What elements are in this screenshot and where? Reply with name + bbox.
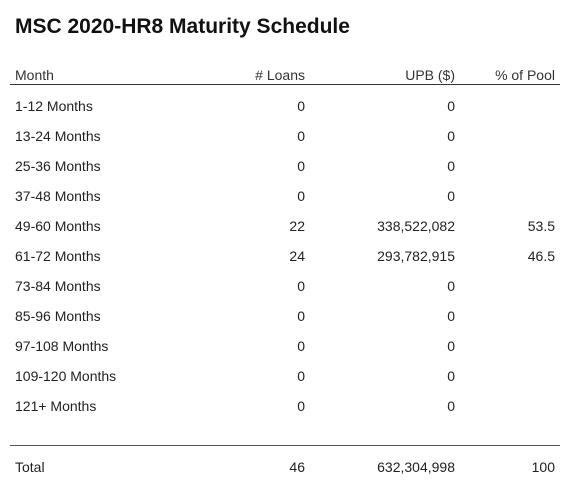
table-row: 121+ Months 0 0 <box>15 395 560 417</box>
row-loans: 0 <box>297 398 305 414</box>
column-header-upb: UPB ($) <box>405 67 455 83</box>
row-loans: 0 <box>297 98 305 114</box>
column-header-month: Month <box>15 67 54 83</box>
total-divider <box>10 445 560 446</box>
row-loans: 0 <box>297 278 305 294</box>
row-upb: 338,522,082 <box>377 218 455 234</box>
row-month: 109-120 Months <box>15 368 117 384</box>
table-row: 25-36 Months 0 0 <box>15 155 560 177</box>
header-divider <box>10 84 560 85</box>
row-upb: 0 <box>447 188 455 204</box>
row-upb: 293,782,915 <box>377 248 455 264</box>
page-title: MSC 2020-HR8 Maturity Schedule <box>15 15 350 38</box>
table-row: 37-48 Months 0 0 <box>15 185 560 207</box>
row-upb: 0 <box>447 128 455 144</box>
table-row: 61-72 Months 24 293,782,915 46.5 <box>15 245 560 267</box>
table-row: 13-24 Months 0 0 <box>15 125 560 147</box>
table-row: 109-120 Months 0 0 <box>15 365 560 387</box>
row-upb: 0 <box>447 158 455 174</box>
row-month: 97-108 Months <box>15 338 109 354</box>
row-loans: 24 <box>289 248 305 264</box>
row-pct: 53.5 <box>527 218 555 234</box>
row-upb: 0 <box>447 338 455 354</box>
table-row: 1-12 Months 0 0 <box>15 95 560 117</box>
row-loans: 0 <box>297 368 305 384</box>
row-loans: 0 <box>297 338 305 354</box>
row-loans: 0 <box>297 188 305 204</box>
table-row: 73-84 Months 0 0 <box>15 275 560 297</box>
row-upb: 0 <box>447 308 455 324</box>
total-pct: 100 <box>531 459 555 475</box>
row-upb: 0 <box>447 368 455 384</box>
total-row: Total 46 632,304,998 100 <box>15 456 560 478</box>
row-month: 61-72 Months <box>15 248 101 264</box>
row-month: 73-84 Months <box>15 278 101 294</box>
row-month: 13-24 Months <box>15 128 101 144</box>
row-month: 121+ Months <box>15 398 97 414</box>
total-label: Total <box>15 459 45 475</box>
row-pct: 46.5 <box>527 248 555 264</box>
column-header-pct: % of Pool <box>495 67 555 83</box>
column-header-loans: # Loans <box>255 67 305 83</box>
total-loans: 46 <box>289 459 305 475</box>
row-loans: 22 <box>289 218 305 234</box>
row-upb: 0 <box>447 278 455 294</box>
row-month: 49-60 Months <box>15 218 101 234</box>
row-month: 37-48 Months <box>15 188 101 204</box>
row-month: 25-36 Months <box>15 158 101 174</box>
total-upb: 632,304,998 <box>377 459 455 475</box>
row-upb: 0 <box>447 98 455 114</box>
row-loans: 0 <box>297 158 305 174</box>
row-upb: 0 <box>447 398 455 414</box>
table-row: 97-108 Months 0 0 <box>15 335 560 357</box>
table-row: 49-60 Months 22 338,522,082 53.5 <box>15 215 560 237</box>
row-month: 85-96 Months <box>15 308 101 324</box>
row-loans: 0 <box>297 128 305 144</box>
table-header: Month # Loans UPB ($) % of Pool <box>15 64 560 86</box>
row-month: 1-12 Months <box>15 98 93 114</box>
table-row: 85-96 Months 0 0 <box>15 305 560 327</box>
row-loans: 0 <box>297 308 305 324</box>
